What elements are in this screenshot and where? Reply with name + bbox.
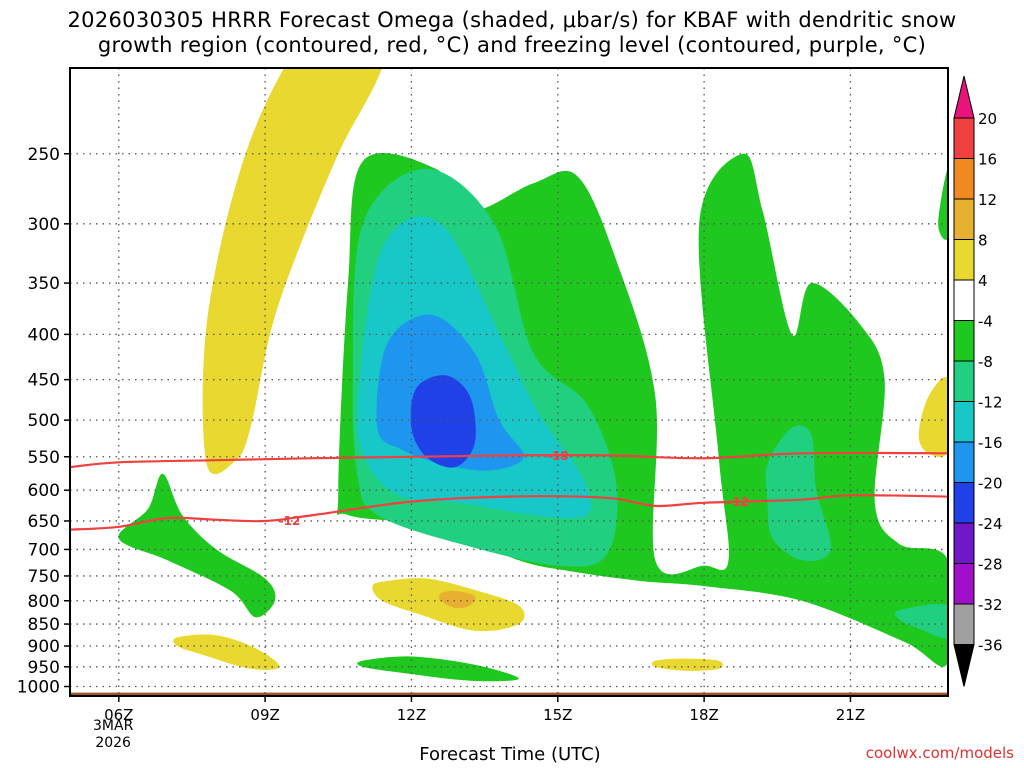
colorbar-label-4: 4: [978, 272, 988, 290]
y-tick-label-900: 900: [28, 637, 60, 657]
colorbar-segment-9: [953, 441, 975, 483]
colorbar-label--20: -20: [978, 475, 1003, 493]
ground-layer: [70, 692, 948, 696]
colorbar-top-arrow: [953, 75, 975, 119]
omega-region-12: [765, 425, 832, 562]
omega-region-10: [357, 656, 519, 682]
y-axis: 2503003504004505005506006507007508008509…: [17, 145, 70, 698]
plot-frame: [69, 67, 949, 697]
colorbar-segment-5: [953, 279, 975, 321]
date-label: 3MAR 2026: [93, 718, 133, 752]
colorbar-segment-2: [953, 158, 975, 200]
colorbar-segment-12: [953, 563, 975, 605]
colorbar-label--28: -28: [978, 556, 1003, 574]
contour-label--18-0: -18: [547, 449, 569, 463]
y-tick-label-350: 350: [28, 274, 60, 294]
y-tick-label-700: 700: [28, 540, 60, 560]
colorbar-label--16: -16: [978, 434, 1003, 452]
colorbar-segment-4: [953, 239, 975, 281]
y-tick-label-250: 250: [28, 145, 60, 165]
colorbar-segment-7: [953, 360, 975, 402]
colorbar-label--4: -4: [978, 313, 993, 331]
x-tick-label-12Z: 12Z: [397, 706, 426, 724]
colorbar-label--8: -8: [978, 353, 993, 371]
omega-region-13: [894, 604, 948, 639]
colorbar-segment-13: [953, 603, 975, 645]
omega-region-0: [202, 68, 383, 475]
colorbar-label--36: -36: [978, 637, 1003, 655]
colorbar-label--32: -32: [978, 596, 1003, 614]
contour-lines: -18 -12 -12: [70, 449, 948, 531]
colorbar-segment-11: [953, 522, 975, 564]
y-tick-label-600: 600: [28, 481, 60, 501]
chart-title: 2026030305 HRRR Forecast Omega (shaded, …: [0, 8, 1024, 58]
y-tick-label-1000: 1000: [17, 678, 60, 698]
title-line-2: growth region (contoured, red, °C) and f…: [97, 33, 927, 57]
y-tick-label-950: 950: [28, 658, 60, 678]
ground-surface: [70, 692, 948, 696]
omega-region-7: [438, 590, 476, 609]
colorbar-segment-6: [953, 320, 975, 362]
grid-lines: [70, 68, 948, 696]
date-label-year: 2026: [95, 735, 131, 751]
y-tick-label-450: 450: [28, 371, 60, 391]
y-tick-label-550: 550: [28, 448, 60, 468]
x-axis-label: Forecast Time (UTC): [419, 744, 601, 765]
date-label-day: 3MAR: [93, 718, 134, 734]
colorbar-bottom-arrow: [953, 644, 975, 687]
y-tick-label-800: 800: [28, 592, 60, 612]
y-tick-label-750: 750: [28, 567, 60, 587]
y-tick-label-650: 650: [28, 512, 60, 532]
x-axis: 06Z 09Z 12Z 15Z 18Z 21Z: [104, 696, 865, 724]
contour-label--12-1: -12: [727, 495, 749, 509]
x-tick-label-21Z: 21Z: [836, 706, 865, 724]
x-tick-label-15Z: 15Z: [543, 706, 572, 724]
x-tick-label-18Z: 18Z: [689, 706, 718, 724]
colorbar-label-20: 20: [978, 110, 997, 128]
omega-region-9: [173, 634, 280, 670]
contour-line--18: [70, 451, 948, 469]
title-line-1: 2026030305 HRRR Forecast Omega (shaded, …: [67, 8, 957, 32]
omega-region-8: [118, 473, 276, 618]
y-tick-label-300: 300: [28, 215, 60, 235]
shaded-regions: [118, 68, 948, 682]
colorbar-label--12: -12: [978, 394, 1003, 412]
omega-region-14: [918, 377, 948, 458]
colorbar-segment-8: [953, 401, 975, 443]
credit-link[interactable]: coolwx.com/models: [865, 744, 1014, 762]
contour-line--12: [70, 494, 948, 531]
y-tick-label-400: 400: [28, 325, 60, 345]
x-tick-label-09Z: 09Z: [250, 706, 279, 724]
colorbar-label-12: 12: [978, 191, 997, 209]
omega-region-15: [938, 168, 948, 240]
colorbar-label-8: 8: [978, 232, 988, 250]
colorbar-segment-1: [953, 117, 975, 159]
y-tick-label-850: 850: [28, 615, 60, 635]
colorbar-segment-3: [953, 198, 975, 240]
colorbar: 20 16 12 8 4 -4 -8 -12 -16 -20 -24 -28 -32 -36: [953, 75, 1003, 687]
contour-label--12-0: -12: [279, 514, 301, 528]
omega-region-5: [410, 375, 476, 468]
y-tick-label-500: 500: [28, 411, 60, 431]
colorbar-segment-10: [953, 482, 975, 524]
colorbar-label--24: -24: [978, 515, 1003, 533]
x-tick-label-06Z: 06Z: [104, 706, 133, 724]
omega-region-11: [651, 658, 723, 671]
colorbar-label-16: 16: [978, 151, 997, 169]
